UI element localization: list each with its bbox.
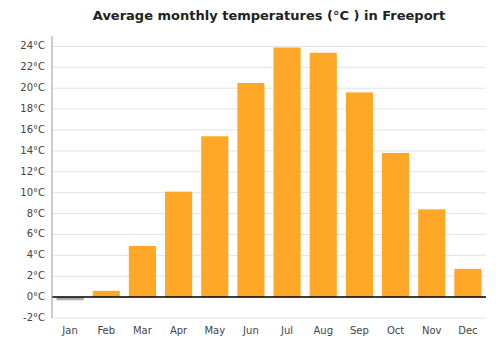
bar	[274, 47, 301, 297]
y-tick-label: 24°C	[20, 40, 45, 51]
grid-line	[52, 297, 486, 298]
bar	[93, 291, 120, 297]
y-tick-label: 12°C	[20, 166, 45, 177]
bar	[165, 192, 192, 297]
x-tick-label: Jul	[280, 325, 293, 336]
y-tick-label: 16°C	[20, 124, 45, 135]
y-tick-label: -2°C	[23, 312, 45, 323]
x-tick-label: May	[204, 325, 225, 336]
y-tick-label: 4°C	[27, 249, 45, 260]
y-tick-labels: -2°C 0°C 2°C 4°C 6°C 8°C 10°C 12°C 14°C 16°C 18°C 2…	[20, 40, 45, 323]
background	[0, 0, 500, 350]
chart: -2°C 0°C 2°C 4°C 6°C 8°C 10°C 12°C 14°C 16°C 18°C 2…	[0, 0, 500, 350]
x-tick-label: Jun	[242, 325, 259, 336]
grid-line	[52, 67, 486, 68]
x-tick-label: Mar	[133, 325, 153, 336]
grid-line	[52, 88, 486, 89]
y-axis-line	[52, 36, 53, 318]
y-tick-label: 18°C	[20, 103, 45, 114]
y-tick-label: 0°C	[27, 291, 45, 302]
grid-line	[52, 130, 486, 131]
bar	[129, 246, 156, 297]
grid-line	[52, 318, 486, 319]
grid-line	[52, 150, 486, 151]
bar	[310, 53, 337, 297]
zero-line	[52, 296, 486, 298]
y-tick-label: 2°C	[27, 270, 45, 281]
y-tick-label: 22°C	[20, 61, 45, 72]
x-tick-label: Nov	[422, 325, 442, 336]
x-tick-label: Sep	[350, 325, 369, 336]
bar	[382, 153, 409, 297]
bar	[237, 83, 264, 297]
bar	[201, 136, 228, 297]
x-tick-label: Apr	[170, 325, 188, 336]
y-tick-label: 20°C	[20, 82, 45, 93]
x-tick-label: Dec	[458, 325, 477, 336]
y-tick-label: 10°C	[20, 187, 45, 198]
bar	[454, 269, 481, 297]
y-tick-label: 6°C	[27, 228, 45, 239]
x-tick-label: Jan	[61, 325, 77, 336]
grid-line	[52, 109, 486, 110]
x-tick-label: Aug	[313, 325, 333, 336]
x-tick-label: Feb	[97, 325, 115, 336]
x-tick-labels: Jan Feb Mar Apr May Jun Jul Aug Sep Oct Nov Dec	[61, 325, 477, 336]
y-tick-label: 14°C	[20, 145, 45, 156]
grid	[52, 46, 486, 318]
title: Average monthly temperatures (°C ) in Fr…	[93, 8, 445, 23]
grid-line	[52, 46, 486, 47]
bars	[57, 47, 482, 300]
y-tick-label: 8°C	[27, 208, 45, 219]
bar	[418, 209, 445, 297]
grid-line	[52, 171, 486, 172]
x-tick-label: Oct	[387, 325, 404, 336]
bar	[346, 92, 373, 297]
grid-line	[52, 192, 486, 193]
